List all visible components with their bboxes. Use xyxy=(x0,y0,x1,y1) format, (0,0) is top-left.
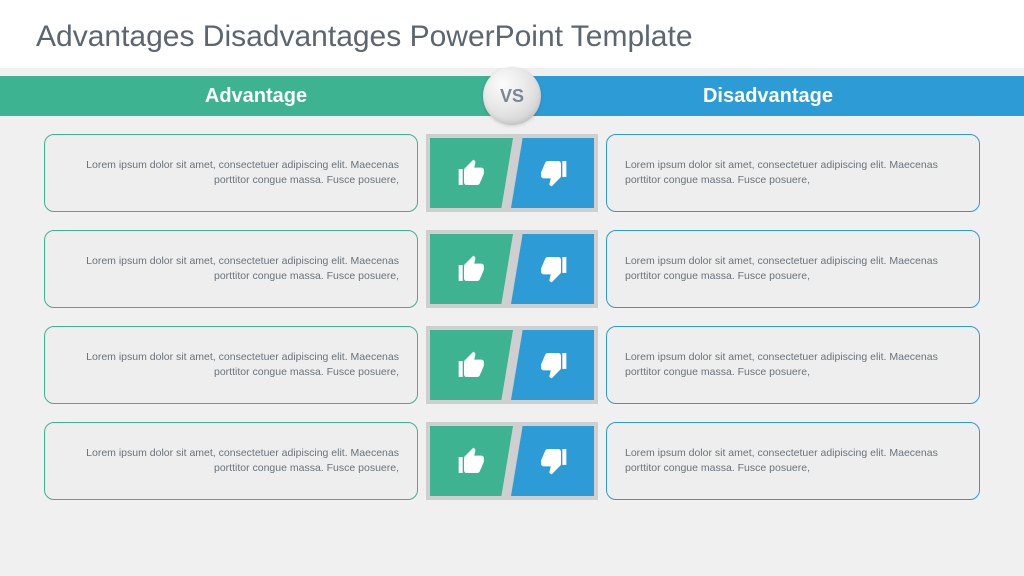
disadvantage-text-box: Lorem ipsum dolor sit amet, consectetuer… xyxy=(606,134,980,212)
thumbs-down-icon xyxy=(511,426,594,496)
comparison-row: Lorem ipsum dolor sit amet, consectetuer… xyxy=(44,230,980,308)
thumbs-up-icon xyxy=(430,234,513,304)
header-advantage: Advantage xyxy=(0,76,512,116)
icon-pair xyxy=(426,230,598,308)
thumbs-down-icon xyxy=(511,234,594,304)
page-title: Advantages Disadvantages PowerPoint Temp… xyxy=(0,0,1024,68)
disadvantage-text-box: Lorem ipsum dolor sit amet, consectetuer… xyxy=(606,230,980,308)
vs-badge: VS xyxy=(483,67,541,125)
advantage-text: Lorem ipsum dolor sit amet, consectetuer… xyxy=(63,350,399,380)
advantage-text-box: Lorem ipsum dolor sit amet, consectetuer… xyxy=(44,230,418,308)
comparison-row: Lorem ipsum dolor sit amet, consectetuer… xyxy=(44,422,980,500)
disadvantage-text: Lorem ipsum dolor sit amet, consectetuer… xyxy=(625,158,961,188)
advantage-text: Lorem ipsum dolor sit amet, consectetuer… xyxy=(63,446,399,476)
advantage-text-box: Lorem ipsum dolor sit amet, consectetuer… xyxy=(44,134,418,212)
header-disadvantage: Disadvantage xyxy=(512,76,1024,116)
advantage-text: Lorem ipsum dolor sit amet, consectetuer… xyxy=(63,158,399,188)
icon-pair xyxy=(426,134,598,212)
icon-pair xyxy=(426,422,598,500)
disadvantage-text: Lorem ipsum dolor sit amet, consectetuer… xyxy=(625,254,961,284)
rows-container: Lorem ipsum dolor sit amet, consectetuer… xyxy=(0,134,1024,500)
thumbs-down-icon xyxy=(511,138,594,208)
comparison-row: Lorem ipsum dolor sit amet, consectetuer… xyxy=(44,326,980,404)
advantage-text: Lorem ipsum dolor sit amet, consectetuer… xyxy=(63,254,399,284)
thumbs-up-icon xyxy=(430,138,513,208)
thumbs-down-icon xyxy=(511,330,594,400)
disadvantage-text: Lorem ipsum dolor sit amet, consectetuer… xyxy=(625,446,961,476)
thumbs-up-icon xyxy=(430,426,513,496)
thumbs-up-icon xyxy=(430,330,513,400)
advantage-text-box: Lorem ipsum dolor sit amet, consectetuer… xyxy=(44,326,418,404)
advantage-text-box: Lorem ipsum dolor sit amet, consectetuer… xyxy=(44,422,418,500)
disadvantage-text-box: Lorem ipsum dolor sit amet, consectetuer… xyxy=(606,326,980,404)
header-bar: Advantage Disadvantage VS xyxy=(0,76,1024,116)
disadvantage-text-box: Lorem ipsum dolor sit amet, consectetuer… xyxy=(606,422,980,500)
icon-pair xyxy=(426,326,598,404)
disadvantage-text: Lorem ipsum dolor sit amet, consectetuer… xyxy=(625,350,961,380)
comparison-row: Lorem ipsum dolor sit amet, consectetuer… xyxy=(44,134,980,212)
